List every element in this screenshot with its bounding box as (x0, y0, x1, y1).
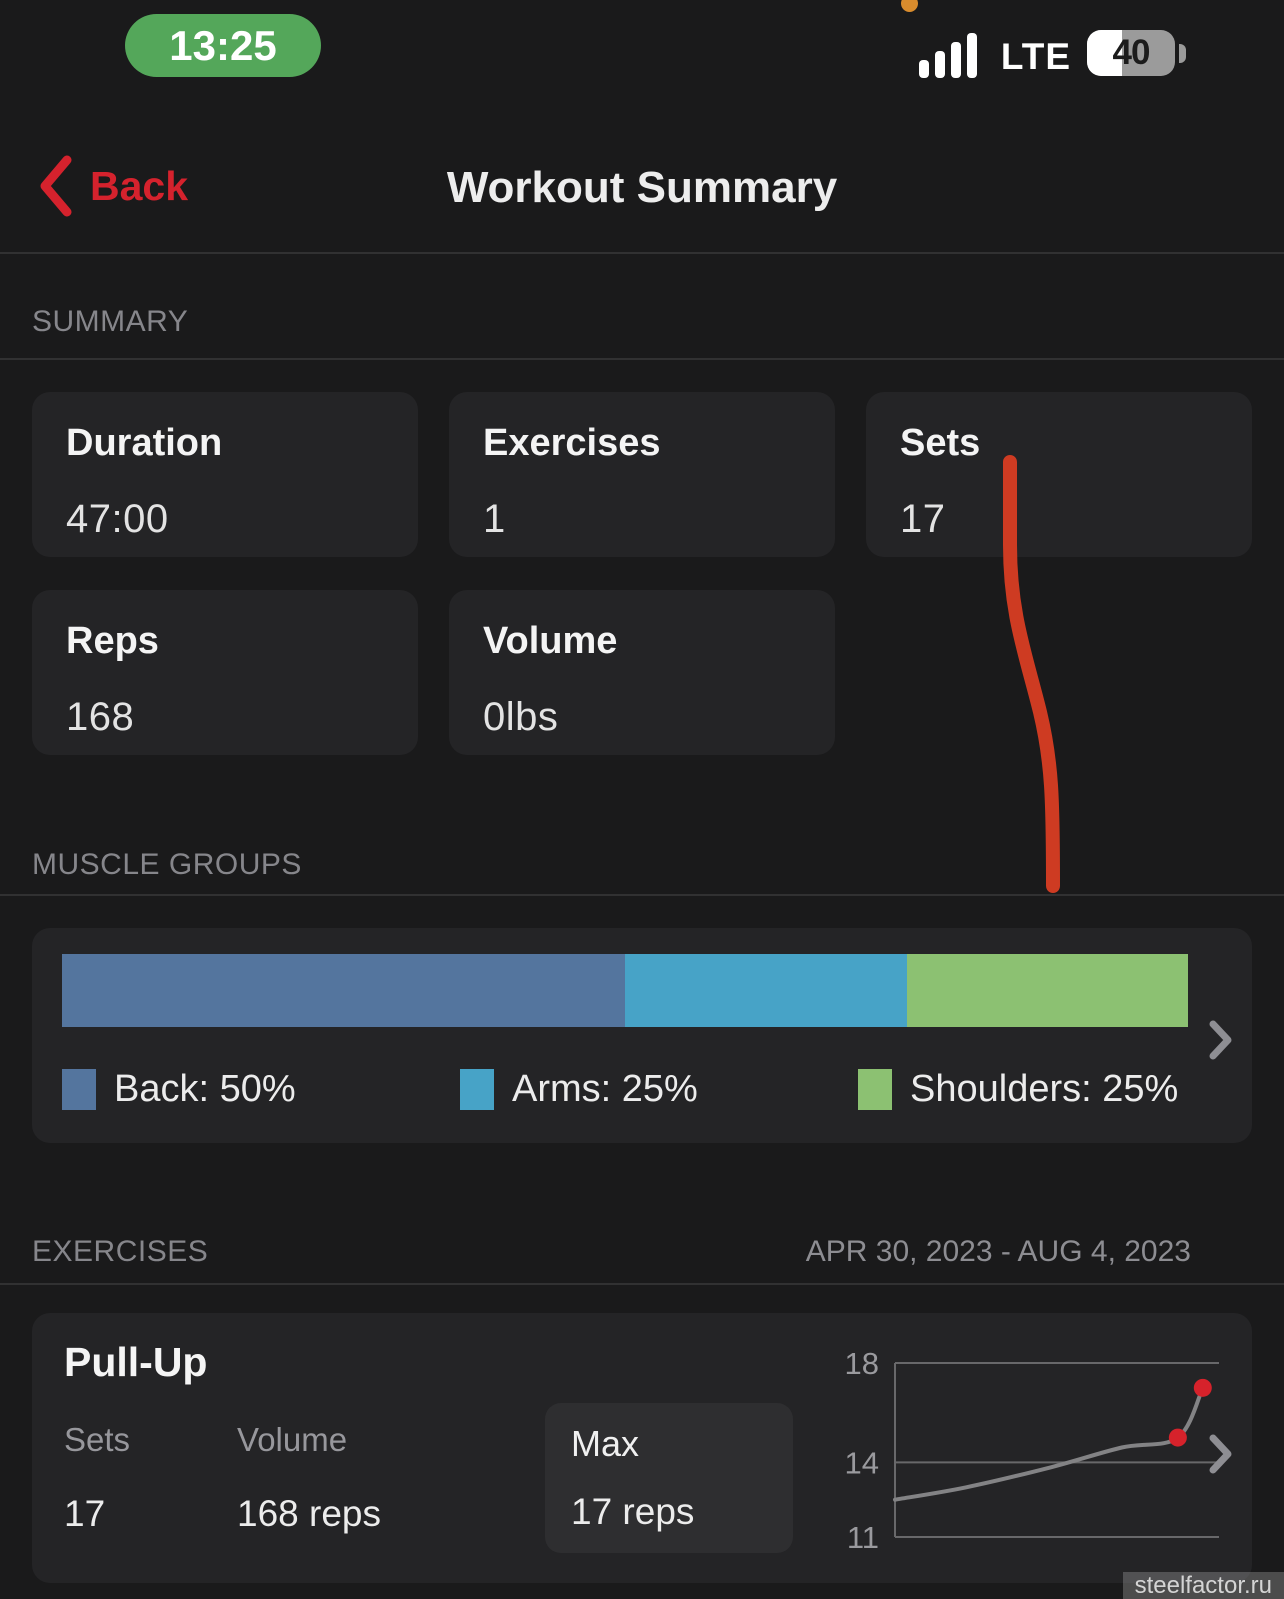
max-value: 17 reps (571, 1491, 695, 1532)
legend-item: Arms: 25% (460, 1068, 858, 1111)
data-point (1168, 1428, 1187, 1447)
battery-percent-label: 40 (1112, 33, 1151, 72)
stat-label: Volume (237, 1421, 348, 1458)
summary-card-reps: Reps 168 (32, 590, 418, 755)
summary-card-value: 0lbs (483, 695, 559, 739)
y-tick-label: 11 (847, 1520, 879, 1555)
summary-card-label: Duration (66, 422, 223, 464)
summary-card-value: 168 (66, 695, 135, 739)
y-tick-label: 18 (845, 1346, 879, 1381)
section-header-exercises: EXERCISES (32, 1235, 209, 1268)
muscle-distribution-bar (62, 954, 1188, 1027)
muscle-bar-segment-back (62, 954, 625, 1027)
recording-indicator-dot (901, 0, 918, 12)
back-chevron-icon (40, 155, 72, 217)
back-label: Back (90, 162, 189, 209)
nav-divider (0, 252, 1284, 254)
stat-value: 168 reps (237, 1493, 381, 1534)
summary-card-label: Volume (483, 620, 618, 662)
exercise-name: Pull-Up (64, 1339, 208, 1385)
legend-swatch (460, 1069, 494, 1110)
section-header-muscle-groups: MUSCLE GROUPS (32, 848, 302, 881)
legend-label: Back: 50% (114, 1068, 296, 1110)
summary-card-label: Sets (900, 422, 981, 464)
exercises-divider (0, 1283, 1284, 1285)
legend-label: Shoulders: 25% (910, 1068, 1179, 1110)
page-title: Workout Summary (446, 163, 838, 212)
battery-nub (1179, 44, 1186, 63)
summary-card-duration: Duration 47:00 (32, 392, 418, 557)
summary-card-value: 47:00 (66, 497, 169, 541)
exercise-stat-sets: Sets 17 (64, 1421, 130, 1535)
data-point (1193, 1378, 1212, 1397)
summary-card-label: Exercises (483, 422, 661, 464)
back-button[interactable]: Back (38, 155, 188, 217)
progress-chart: 18 14 11 (845, 1346, 1219, 1555)
status-right-cluster: LTE 40 (918, 28, 1186, 78)
summary-card-sets: Sets 17 (866, 392, 1252, 557)
summary-divider (0, 358, 1284, 360)
summary-card-label: Reps (66, 620, 159, 662)
status-time-pill: 13:25 (125, 14, 321, 77)
muscle-groups-card[interactable]: Back: 50% Arms: 25% Shoulders: 25% (32, 928, 1252, 1143)
summary-cards: Duration 47:00 Exercises 1 Sets 17 Reps 168 Volu… (32, 392, 1252, 755)
muscle-bar-segment-arms (625, 954, 907, 1027)
legend-swatch (858, 1069, 892, 1110)
summary-card-volume: Volume 0lbs (449, 590, 835, 755)
progress-line (893, 1385, 1205, 1502)
summary-card-value: 1 (483, 497, 506, 541)
section-header-summary: SUMMARY (32, 305, 189, 338)
exercises-date-range: APR 30, 2023 - AUG 4, 2023 (805, 1235, 1191, 1268)
summary-card-value: 17 (900, 497, 946, 541)
exercise-card-pull-up[interactable]: Pull-Up Sets 17 Volume 168 reps Max 17 reps… (32, 1313, 1252, 1583)
chevron-right-icon (1209, 1020, 1232, 1060)
battery-icon: 40 (1087, 30, 1175, 76)
y-tick-label: 14 (845, 1445, 879, 1480)
legend-swatch (62, 1069, 96, 1110)
muscle-bar-segment-shoulders (906, 954, 1188, 1027)
watermark-label: steelfactor.ru (1122, 1572, 1284, 1599)
battery-fill (1087, 30, 1123, 76)
network-type-label: LTE (1000, 36, 1071, 77)
muscle-legend: Back: 50% Arms: 25% Shoulders: 25% (62, 1068, 1188, 1111)
signal-strength-icon (918, 33, 977, 78)
stat-label: Sets (64, 1421, 131, 1458)
summary-card-exercises: Exercises 1 (449, 392, 835, 557)
stat-value: 17 (64, 1493, 106, 1534)
max-label: Max (571, 1423, 640, 1464)
chevron-right-icon (1209, 1434, 1232, 1474)
exercise-stat-volume: Volume 168 reps (237, 1421, 381, 1535)
max-stat-box: Max 17 reps (545, 1403, 793, 1553)
legend-item: Back: 50% (62, 1068, 460, 1111)
muscle-groups-divider (0, 894, 1284, 896)
legend-label: Arms: 25% (512, 1068, 698, 1110)
legend-item: Shoulders: 25% (858, 1068, 1188, 1111)
